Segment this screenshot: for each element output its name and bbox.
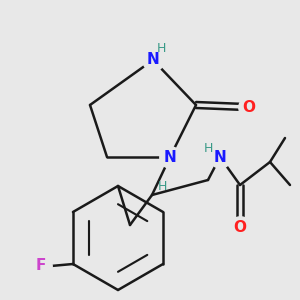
Text: O: O bbox=[242, 100, 256, 115]
Text: O: O bbox=[233, 220, 247, 235]
Text: H: H bbox=[157, 181, 167, 194]
Text: F: F bbox=[36, 259, 46, 274]
Text: H: H bbox=[203, 142, 213, 155]
Text: H: H bbox=[156, 41, 166, 55]
Text: N: N bbox=[147, 52, 159, 68]
Text: N: N bbox=[164, 149, 176, 164]
Text: N: N bbox=[214, 149, 226, 164]
